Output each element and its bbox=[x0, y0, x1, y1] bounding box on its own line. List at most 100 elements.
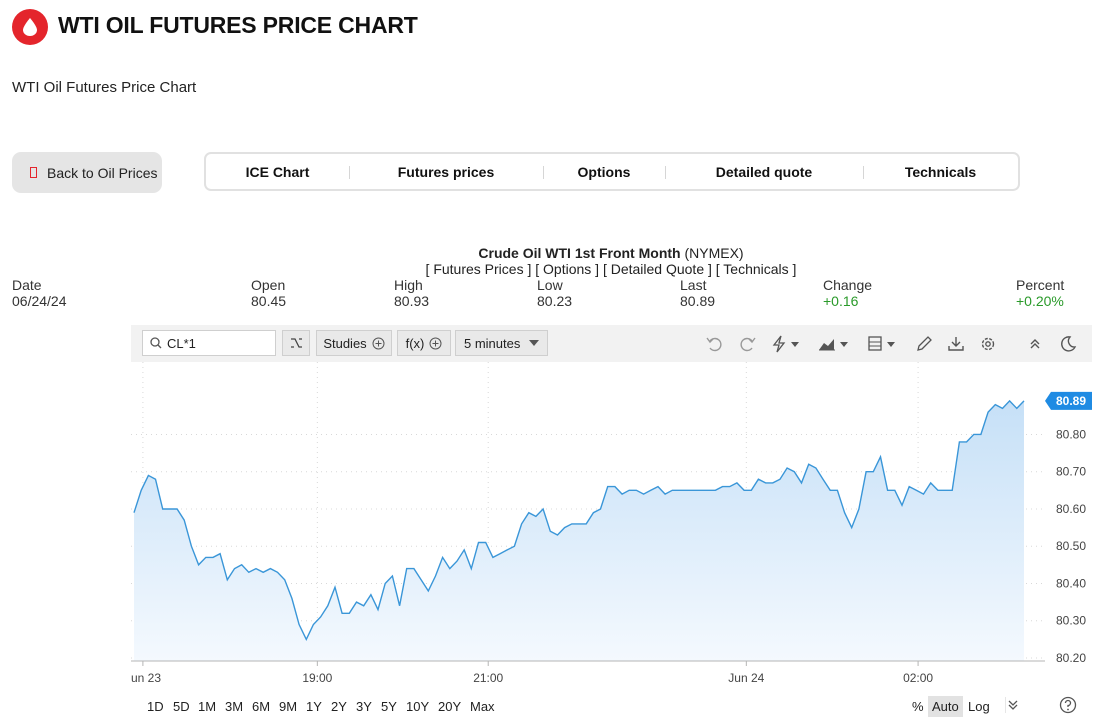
tab-futures-prices[interactable]: Futures prices bbox=[349, 154, 543, 189]
last-price-badge bbox=[1045, 391, 1092, 410]
quote-last: Last 80.89 bbox=[680, 277, 715, 309]
x-axis: un 23 19:00 21:00 Jun 24 02:00 bbox=[131, 661, 933, 685]
range-1d[interactable]: 1D bbox=[147, 699, 164, 714]
y-tick-label: 80.70 bbox=[1056, 465, 1086, 479]
instrument-name: Crude Oil WTI 1st Front Month bbox=[478, 245, 681, 261]
y-axis: 80.80 80.70 80.60 80.50 80.40 80.30 80.20 bbox=[1056, 427, 1086, 665]
range-1y[interactable]: 1Y bbox=[306, 699, 322, 714]
quote-open: Open 80.45 bbox=[251, 277, 286, 309]
quote-percent: Percent +0.20% bbox=[1016, 277, 1064, 309]
oil-drop-icon bbox=[23, 18, 37, 36]
last-value: 80.89 bbox=[680, 293, 716, 309]
lightning-icon[interactable] bbox=[771, 335, 803, 353]
x-tick-label: 21:00 bbox=[473, 671, 503, 685]
range-6m[interactable]: 6M bbox=[252, 699, 271, 714]
price-area bbox=[134, 400, 1024, 661]
high-value: 80.93 bbox=[394, 293, 430, 309]
y-tick-label: 80.60 bbox=[1056, 502, 1086, 516]
quote-tabs: ICE Chart Futures prices Options Detaile… bbox=[204, 152, 1020, 191]
y-tick-label: 80.40 bbox=[1056, 576, 1086, 590]
redo-icon[interactable] bbox=[738, 335, 756, 353]
tab-options[interactable]: Options bbox=[543, 154, 665, 189]
compare-button[interactable] bbox=[282, 330, 310, 356]
chevron-down-icon bbox=[529, 340, 540, 346]
exchange-name: (NYMEX) bbox=[684, 245, 744, 261]
y-tick-label: 80.80 bbox=[1056, 427, 1086, 441]
price-chart[interactable]: 80.80 80.70 80.60 80.50 80.40 80.30 80.20 un 2… bbox=[131, 362, 1100, 692]
interval-dropdown[interactable]: 5 minutes bbox=[455, 330, 548, 356]
range-1m[interactable]: 1M bbox=[198, 699, 217, 714]
quote-high: High 80.93 bbox=[394, 277, 429, 309]
range-5d[interactable]: 5D bbox=[173, 699, 190, 714]
price-line bbox=[133, 399, 1025, 642]
change-label: Change bbox=[823, 277, 873, 293]
logo-icon bbox=[12, 9, 48, 45]
functions-button[interactable]: f(x) bbox=[397, 330, 451, 356]
tab-ice-chart[interactable]: ICE Chart bbox=[245, 163, 310, 180]
functions-label: f(x) bbox=[405, 335, 425, 351]
percent-scale-option[interactable]: % bbox=[912, 699, 924, 714]
percent-label: Percent bbox=[1016, 277, 1065, 293]
chart-toolbar: CL*1 Studies f(x) 5 minutes bbox=[131, 325, 1092, 362]
open-label: Open bbox=[251, 277, 286, 293]
last-price-label: 80.89 bbox=[1056, 394, 1086, 408]
range-2y[interactable]: 2Y bbox=[331, 699, 347, 714]
pencil-icon[interactable] bbox=[915, 335, 933, 353]
last-label: Last bbox=[680, 277, 707, 293]
x-tick-label: 19:00 bbox=[302, 671, 332, 685]
last-price-marker: 80.89 bbox=[1045, 391, 1092, 410]
help-icon[interactable] bbox=[1059, 696, 1077, 717]
change-value: +0.16 bbox=[823, 293, 859, 309]
x-tick-label: Jun 24 bbox=[728, 671, 764, 685]
chart-type-icon[interactable] bbox=[818, 335, 852, 353]
studies-label: Studies bbox=[323, 335, 367, 351]
symbol-value: CL*1 bbox=[167, 335, 196, 351]
range-10y[interactable]: 10Y bbox=[406, 699, 430, 714]
moon-icon[interactable] bbox=[1059, 335, 1077, 353]
page-subtitle: WTI Oil Futures Price Chart bbox=[12, 79, 197, 96]
undo-icon[interactable] bbox=[706, 335, 724, 353]
collapse-icon[interactable] bbox=[1026, 335, 1044, 353]
gear-icon[interactable] bbox=[979, 335, 997, 353]
range-5y[interactable]: 5Y bbox=[381, 699, 397, 714]
date-value: 06/24/24 bbox=[12, 293, 67, 309]
y-tick-label: 80.50 bbox=[1056, 539, 1086, 553]
x-tick-label: 02:00 bbox=[903, 671, 933, 685]
date-label: Date bbox=[12, 277, 42, 293]
range-20y[interactable]: 20Y bbox=[438, 699, 462, 714]
compare-icon bbox=[291, 338, 302, 348]
x-tick-label: un 23 bbox=[131, 671, 161, 685]
collapse-down-icon[interactable] bbox=[1004, 696, 1021, 717]
back-icon bbox=[30, 167, 37, 178]
high-label: High bbox=[394, 277, 423, 293]
y-tick-label: 80.20 bbox=[1056, 651, 1086, 665]
percent-value: +0.20% bbox=[1016, 293, 1064, 309]
studies-button[interactable]: Studies bbox=[316, 330, 392, 356]
low-label: Low bbox=[537, 277, 563, 293]
open-value: 80.45 bbox=[251, 293, 287, 309]
tab-detailed-quote[interactable]: Detailed quote bbox=[665, 154, 863, 189]
range-bar: 1D 5D 1M 3M 6M 9M 1Y 2Y 3Y 5Y 10Y 20Y Ma… bbox=[131, 692, 1092, 722]
range-max[interactable]: Max bbox=[470, 699, 495, 714]
interval-label: 5 minutes bbox=[464, 335, 521, 351]
plus-circle-icon bbox=[372, 337, 385, 349]
back-to-oil-prices-button[interactable]: Back to Oil Prices bbox=[12, 152, 162, 193]
range-3y[interactable]: 3Y bbox=[356, 699, 372, 714]
auto-scale-option[interactable]: Auto bbox=[928, 696, 963, 717]
range-9m[interactable]: 9M bbox=[279, 699, 298, 714]
layout-icon[interactable] bbox=[868, 335, 902, 353]
tab-technicals[interactable]: Technicals bbox=[863, 154, 1018, 189]
search-icon bbox=[150, 337, 162, 349]
quote-low: Low 80.23 bbox=[537, 277, 572, 309]
symbol-input[interactable]: CL*1 bbox=[142, 330, 276, 356]
download-icon[interactable] bbox=[947, 335, 965, 353]
back-button-label: Back to Oil Prices bbox=[47, 164, 158, 181]
range-3m[interactable]: 3M bbox=[225, 699, 244, 714]
low-value: 80.23 bbox=[537, 293, 573, 309]
log-scale-option[interactable]: Log bbox=[968, 699, 990, 714]
quote-title: Crude Oil WTI 1st Front Month (NYMEX) bbox=[0, 245, 1100, 261]
quote-links[interactable]: [ Futures Prices ] [ Options ] [ Detaile… bbox=[425, 261, 797, 277]
quote-date: Date 06/24/24 bbox=[12, 277, 67, 309]
quote-change: Change +0.16 bbox=[823, 277, 872, 309]
y-tick-label: 80.30 bbox=[1056, 614, 1086, 628]
